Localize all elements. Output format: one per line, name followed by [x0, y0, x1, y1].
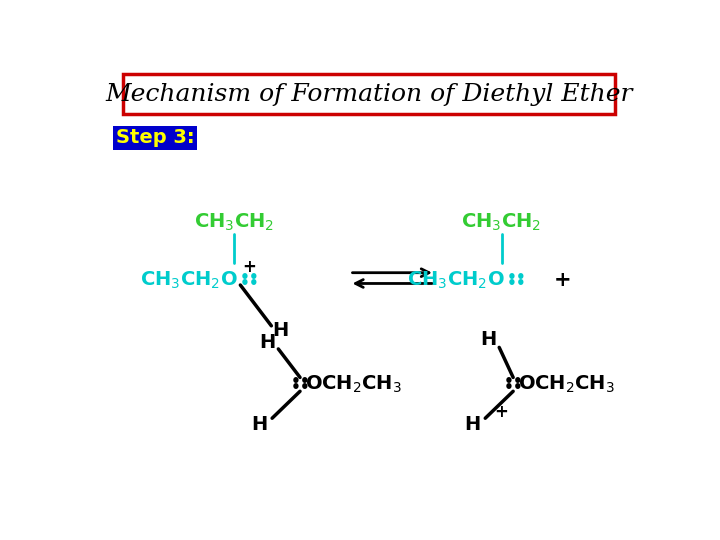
- Text: CH$_3$CH$_2$: CH$_3$CH$_2$: [194, 212, 274, 233]
- Text: CH$_3$CH$_2$O: CH$_3$CH$_2$O: [407, 270, 505, 291]
- Text: ••: ••: [507, 270, 527, 285]
- Text: H: H: [480, 330, 497, 349]
- Text: Step 3:: Step 3:: [116, 129, 194, 147]
- Text: CH$_3$CH$_2$O: CH$_3$CH$_2$O: [140, 270, 238, 291]
- Text: ••: ••: [291, 374, 310, 389]
- Text: ••: ••: [291, 380, 310, 395]
- Bar: [113, 126, 197, 150]
- Text: ••: ••: [240, 276, 259, 291]
- Text: +: +: [554, 271, 572, 291]
- Text: H: H: [464, 415, 481, 434]
- Bar: [122, 74, 616, 114]
- Text: OCH$_2$CH$_3$: OCH$_2$CH$_3$: [305, 374, 402, 395]
- Text: +: +: [243, 258, 256, 275]
- Text: OCH$_2$CH$_3$: OCH$_2$CH$_3$: [518, 374, 615, 395]
- Text: ••: ••: [504, 374, 523, 389]
- Text: H: H: [259, 333, 276, 352]
- Text: H: H: [271, 321, 288, 340]
- Text: +: +: [494, 403, 508, 421]
- Text: H: H: [251, 415, 268, 434]
- Text: ••: ••: [504, 380, 523, 395]
- Text: ••: ••: [507, 276, 527, 291]
- Text: Mechanism of Formation of Diethyl Ether: Mechanism of Formation of Diethyl Ether: [105, 83, 633, 105]
- Text: ••: ••: [240, 270, 259, 285]
- Text: CH$_3$CH$_2$: CH$_3$CH$_2$: [462, 212, 541, 233]
